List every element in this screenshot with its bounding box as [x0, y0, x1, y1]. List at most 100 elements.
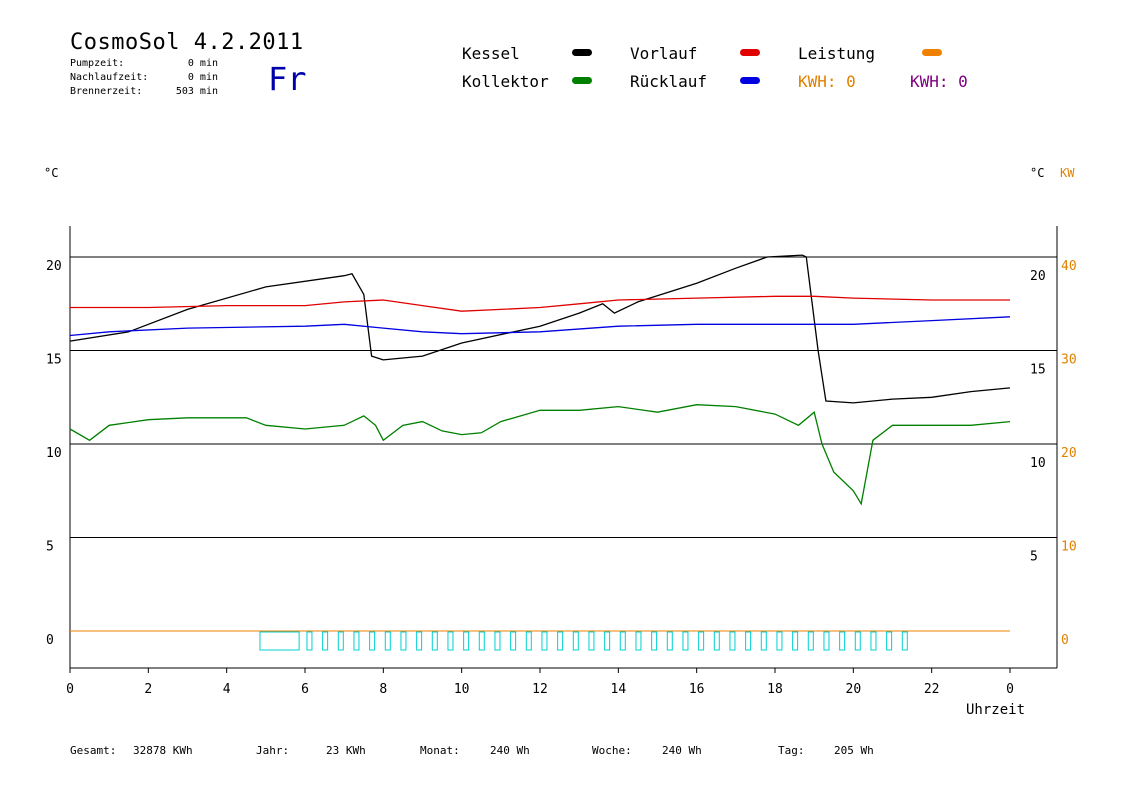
x-axis-label: Uhrzeit — [966, 702, 1026, 718]
kwh-purple: KWH: 0 — [910, 72, 968, 91]
x-tick-2: 4 — [223, 682, 231, 697]
x-tick-5: 10 — [454, 682, 470, 697]
pump-block — [792, 631, 799, 651]
footer-woche-value: 240 Wh — [662, 744, 702, 757]
series-vorlauf — [70, 295, 1010, 312]
stat-value-nachlaufzeit: 0 min — [187, 72, 218, 83]
pump-block — [870, 631, 877, 651]
pump-block — [588, 631, 595, 651]
stat-value-brennerzeit: 503 min — [175, 86, 218, 97]
pump-block — [886, 631, 893, 651]
legend-label-vorlauf: Vorlauf — [630, 44, 698, 63]
footer-woche-label: Woche: — [592, 744, 632, 757]
right-axis-unit-kw: KW — [1060, 166, 1075, 180]
stat-value-pumpzeit: 0 min — [187, 58, 218, 69]
pump-block — [729, 631, 736, 651]
y-tick-left-10: 10 — [46, 446, 62, 461]
y-tick-right-c-15: 15 — [1030, 363, 1046, 378]
stat-label-nachlaufzeit: Nachlaufzeit: — [70, 72, 149, 83]
pump-block — [494, 631, 501, 651]
legend-swatch-kollektor — [572, 77, 592, 84]
pump-block-large — [259, 631, 300, 651]
x-tick-12: 0 — [1006, 682, 1014, 697]
pump-block — [337, 631, 344, 651]
pump-block — [557, 631, 564, 651]
x-tick-9: 18 — [767, 682, 783, 697]
pump-block — [478, 631, 485, 651]
pump-block — [651, 631, 658, 651]
series-kessel — [69, 254, 1011, 404]
footer-jahr-label: Jahr: — [256, 744, 290, 757]
pump-block — [776, 631, 783, 651]
stat-label-pumpzeit: Pumpzeit: — [70, 58, 125, 69]
pump-block — [510, 631, 517, 651]
pump-block — [353, 631, 360, 651]
chart-title: CosmoSol 4.2.2011 — [70, 30, 304, 55]
pump-block — [322, 631, 329, 651]
legend-label-leistung: Leistung — [798, 44, 876, 63]
right-axis-unit-c: °C — [1030, 166, 1045, 180]
pump-block — [666, 631, 673, 651]
pump-block — [698, 631, 705, 651]
x-tick-11: 22 — [924, 682, 940, 697]
left-axis-unit: °C — [44, 166, 59, 180]
legend-label-kessel: Kessel — [462, 44, 520, 63]
y-tick-right-kw-40: 40 — [1061, 259, 1077, 274]
y-tick-right-c-5: 5 — [1030, 550, 1038, 565]
y-tick-right-kw-20: 20 — [1061, 446, 1077, 461]
pump-block — [604, 631, 611, 651]
pump-block — [463, 631, 470, 651]
pump-block — [807, 631, 814, 651]
x-tick-4: 8 — [379, 682, 387, 697]
y-tick-right-c-10: 10 — [1030, 456, 1046, 471]
pump-block — [400, 631, 407, 651]
pump-block — [839, 631, 846, 651]
pump-block — [431, 631, 438, 651]
footer-monat-label: Monat: — [420, 744, 460, 757]
pump-block — [901, 631, 908, 651]
pump-block — [760, 631, 767, 651]
pump-block — [525, 631, 532, 651]
pump-block — [384, 631, 391, 651]
y-tick-left-15: 15 — [46, 353, 62, 368]
y-tick-right-kw-30: 30 — [1061, 353, 1077, 368]
x-tick-3: 6 — [301, 682, 309, 697]
pump-block — [306, 631, 313, 651]
kwh-orange: KWH: 0 — [798, 72, 856, 91]
pump-block — [745, 631, 752, 651]
legend-label-ruecklauf: Rücklauf — [630, 72, 708, 91]
pump-block — [635, 631, 642, 651]
footer-gesamt-value: 32878 KWh — [133, 744, 193, 757]
pump-block — [713, 631, 720, 651]
legend-swatch-vorlauf — [740, 49, 760, 56]
pump-block — [823, 631, 830, 651]
pump-block — [541, 631, 548, 651]
pump-block — [416, 631, 423, 651]
y-tick-left-5: 5 — [46, 540, 54, 555]
legend-label-kollektor: Kollektor — [462, 72, 549, 91]
series-rücklauf — [69, 316, 1011, 337]
y-tick-right-c-20: 20 — [1030, 269, 1046, 284]
footer-jahr-value: 23 KWh — [326, 744, 366, 757]
footer-tag-value: 205 Wh — [834, 744, 874, 757]
pump-block — [619, 631, 626, 651]
x-tick-0: 0 — [66, 682, 74, 697]
legend-swatch-ruecklauf — [740, 77, 760, 84]
pump-block — [572, 631, 579, 651]
series-kollektor — [69, 404, 1011, 506]
weekday-label: Fr — [268, 60, 307, 98]
x-tick-1: 2 — [144, 682, 152, 697]
x-tick-6: 12 — [532, 682, 548, 697]
legend-swatch-leistung — [922, 49, 942, 56]
x-tick-8: 16 — [689, 682, 705, 697]
pump-block — [854, 631, 861, 651]
y-tick-right-kw-0: 0 — [1061, 633, 1069, 648]
x-tick-7: 14 — [611, 682, 627, 697]
y-tick-left-20: 20 — [46, 259, 62, 274]
y-tick-left-0: 0 — [46, 633, 54, 648]
footer-gesamt-label: Gesamt: — [70, 744, 117, 757]
pump-block — [369, 631, 376, 651]
stat-label-brennerzeit: Brennerzeit: — [70, 86, 143, 97]
pump-block — [682, 631, 689, 651]
